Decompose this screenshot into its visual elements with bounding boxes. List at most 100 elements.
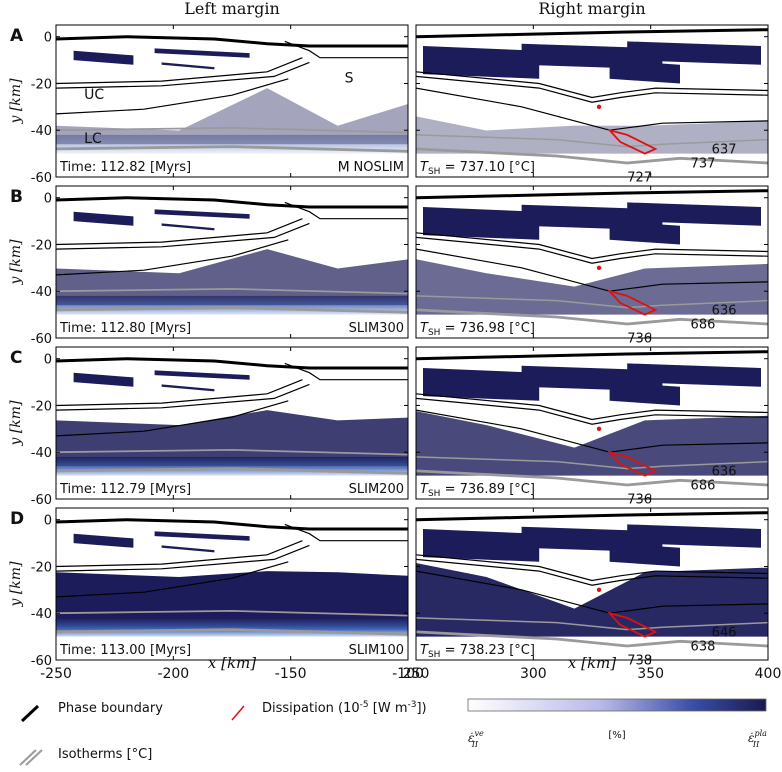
y-axis-label: y [km] xyxy=(8,239,24,286)
strain-patch xyxy=(423,529,540,562)
y-tick-label: -20 xyxy=(31,77,52,92)
axes-box xyxy=(415,24,769,178)
x-axis-label-right: x [km] xyxy=(568,654,616,672)
y-tick-label: 0 xyxy=(44,514,52,529)
y-tick-label: -60 xyxy=(31,493,52,508)
strain-patch xyxy=(161,384,215,392)
y-tick-label: -20 xyxy=(31,560,52,575)
col-title-left: Left margin xyxy=(184,0,280,18)
isotherm-value-label: 727 xyxy=(627,171,652,186)
panel-d: Dy [km] 0 -20 -40 -60 Time: 113.00 [Myrs] SLIM… xyxy=(8,507,769,669)
y-axis-label: y [km] xyxy=(8,78,24,125)
isotherm-line xyxy=(416,469,768,487)
strain-patch xyxy=(154,531,250,541)
isotherm-line xyxy=(56,287,408,295)
axes-box xyxy=(415,507,769,661)
uc-boundary-2 xyxy=(416,397,768,425)
axes-box xyxy=(415,185,769,339)
axes-box xyxy=(415,346,769,500)
legend: Phase boundary Isotherms [°C] Dissipatio… xyxy=(19,698,767,766)
y-tick-label: -40 xyxy=(31,607,52,622)
layer-label: M xyxy=(338,159,350,175)
y-tick-label: -40 xyxy=(31,124,52,139)
strain-patch xyxy=(154,48,250,58)
panel-letter: A xyxy=(10,26,24,46)
uc-boundary-2 xyxy=(416,236,768,264)
dissipation-point xyxy=(596,265,602,271)
panel-a: Ay [km] 0 -20 -40 -60 Time: 112.82 [Myrs] NOSL… xyxy=(8,24,769,186)
x-tick-label: 250 xyxy=(403,666,430,682)
dissipation-zone xyxy=(606,289,658,316)
isotherm-value-label: 686 xyxy=(691,318,716,333)
colorbar-right-label: ε̇pla II xyxy=(748,729,767,749)
colorbar-mid-label: [%] xyxy=(608,730,625,741)
plot-area xyxy=(416,25,768,177)
layer-label: UC xyxy=(84,87,104,103)
strain-patch xyxy=(627,524,761,548)
tsh-label: TSH = 736.98 [°C] xyxy=(420,321,535,338)
y-tick-label: -40 xyxy=(31,285,52,300)
lc-boundary xyxy=(56,239,289,276)
y-axis-label: y [km] xyxy=(8,400,24,447)
strain-patch xyxy=(73,372,134,387)
strain-patch xyxy=(73,533,134,548)
isotherm-value-label: 636 xyxy=(712,304,737,319)
x-axis-label-left: x [km] xyxy=(208,654,256,672)
isotherm-line xyxy=(416,456,768,470)
strain-patch xyxy=(627,363,761,387)
dissipation-zone xyxy=(606,128,658,155)
x-tick-label: -200 xyxy=(157,666,189,682)
panel-c: Cy [km] 0 -20 -40 -60 Time: 112.79 [Myrs] SLIM… xyxy=(8,346,769,508)
panel-b: By [km] 0 -20 -40 -60 Time: 112.80 [Myrs] SLIM… xyxy=(8,185,769,347)
time-label: Time: 113.00 [Myrs] xyxy=(59,643,191,658)
strain-patch xyxy=(154,209,250,219)
strain-patch xyxy=(73,211,134,226)
legend-dissipation-line xyxy=(231,705,245,721)
y-tick-label: -40 xyxy=(31,446,52,461)
panel-letter: C xyxy=(10,348,22,368)
isotherm-value-label: 638 xyxy=(691,640,716,655)
surface-line xyxy=(56,518,408,531)
plot-area xyxy=(416,508,768,660)
isotherm-line xyxy=(416,147,768,165)
plot-area xyxy=(56,508,408,660)
uc-boundary-2 xyxy=(56,383,310,411)
strain-patch xyxy=(154,370,250,380)
y-tick-label: -20 xyxy=(31,238,52,253)
colorbar xyxy=(467,698,767,712)
surface-line xyxy=(416,350,768,361)
surface-line xyxy=(56,35,408,48)
strain-patch xyxy=(609,60,680,84)
x-tick-label: 400 xyxy=(755,666,782,682)
panel-letter: D xyxy=(10,509,24,529)
isotherm-value-label: 738 xyxy=(627,654,652,669)
isotherm-value-label: 737 xyxy=(691,157,716,172)
strain-patch xyxy=(609,382,680,406)
uc-boundary xyxy=(56,218,303,246)
sediment-boundary xyxy=(284,201,408,220)
time-label: Time: 112.80 [Myrs] xyxy=(59,321,191,336)
surface-line xyxy=(416,189,768,200)
x-tick-label: -250 xyxy=(40,666,72,682)
surface-line xyxy=(56,196,408,209)
isotherm-line xyxy=(416,295,768,309)
legend-phase-label: Phase boundary xyxy=(58,701,163,716)
plot-area xyxy=(56,25,408,177)
y-tick-label: -20 xyxy=(31,399,52,414)
model-label: SLIM100 xyxy=(349,643,404,658)
plot-left: 0 -20 -40 -60 Time: 112.79 [Myrs] SLIM200 xyxy=(31,346,409,508)
plot-area xyxy=(56,347,408,499)
legend-isotherm-label: Isotherms [°C] xyxy=(58,747,152,762)
axes-box xyxy=(55,24,409,178)
isotherm-line xyxy=(56,609,408,617)
y-tick-label: 0 xyxy=(44,353,52,368)
isotherm-value-label: 736 xyxy=(627,332,652,347)
surface-line xyxy=(56,357,408,370)
isotherm-value-label: 637 xyxy=(712,143,737,158)
y-tick-label: -60 xyxy=(31,332,52,347)
tsh-label: TSH = 736.89 [°C] xyxy=(420,482,535,499)
isotherm-line xyxy=(56,126,408,134)
surface-line xyxy=(416,511,768,522)
uc-boundary xyxy=(416,232,768,260)
isotherm-value-label: 686 xyxy=(691,479,716,494)
